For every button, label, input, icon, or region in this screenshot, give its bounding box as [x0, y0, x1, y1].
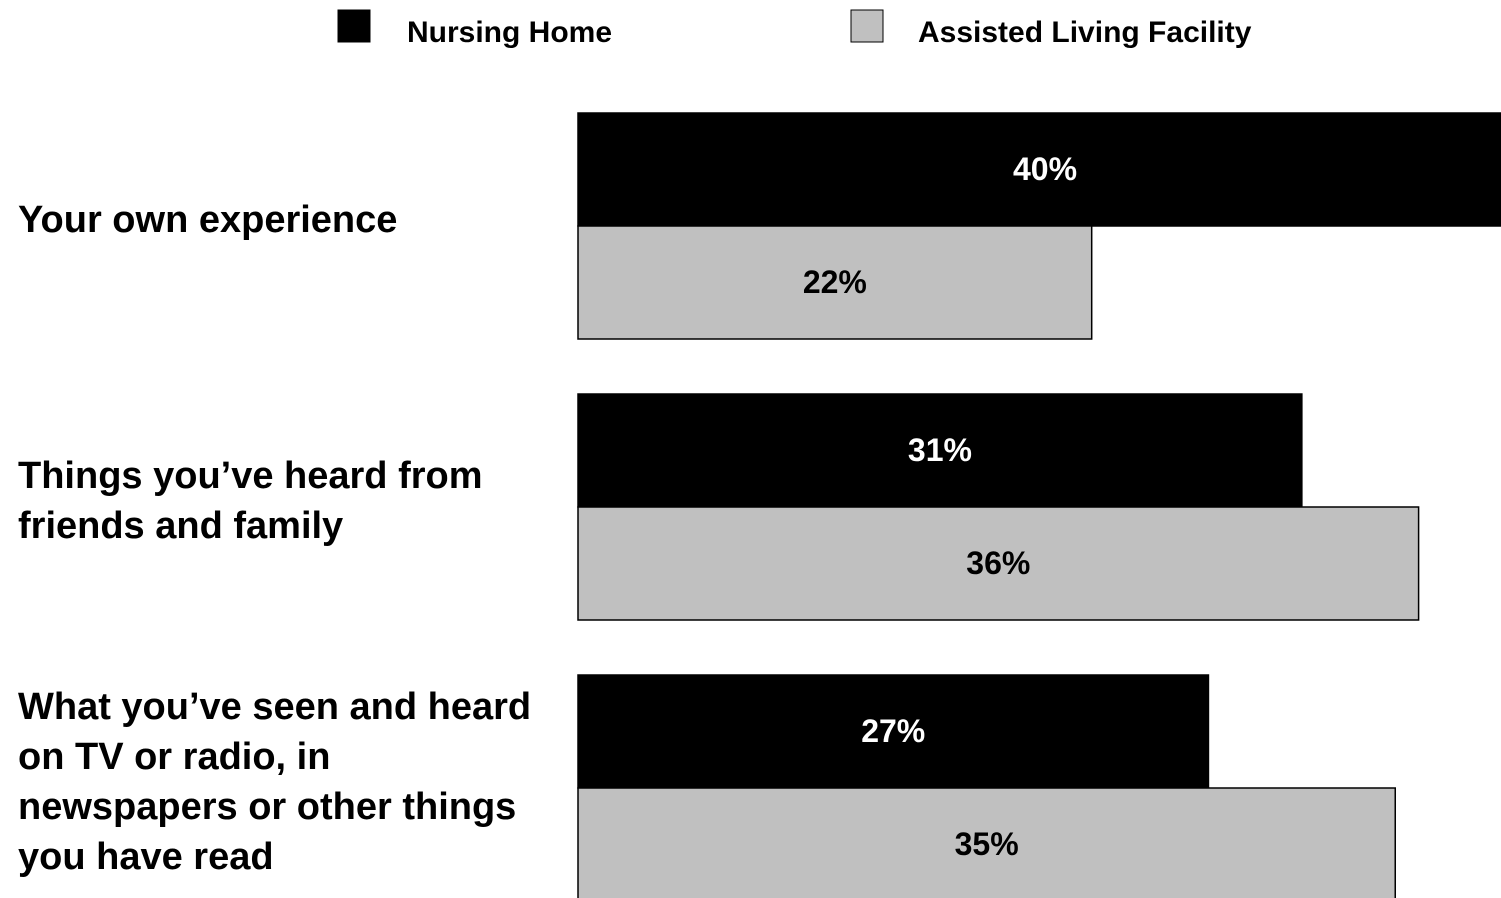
- legend-label: Nursing Home: [407, 16, 612, 49]
- bar: [577, 674, 1210, 789]
- bar: [577, 393, 1303, 508]
- value-label: 40%: [1013, 151, 1077, 187]
- legend-swatch: [850, 9, 884, 43]
- bar: [577, 225, 1093, 340]
- value-label: 22%: [803, 264, 867, 300]
- legend-swatch: [337, 9, 371, 43]
- value-label: 36%: [966, 545, 1030, 581]
- legend-label: Assisted Living Facility: [918, 16, 1252, 49]
- category-label: Things you’ve heard from friends and fam…: [18, 455, 483, 547]
- value-label: 35%: [955, 826, 1019, 862]
- bar: [577, 112, 1501, 227]
- value-label: 31%: [908, 432, 972, 468]
- category-label: What you’ve seen and heard on TV or radi…: [18, 686, 532, 878]
- bar: [577, 506, 1420, 621]
- category-label: Your own experience: [18, 199, 398, 241]
- bar: [577, 787, 1396, 898]
- value-label: 27%: [861, 713, 925, 749]
